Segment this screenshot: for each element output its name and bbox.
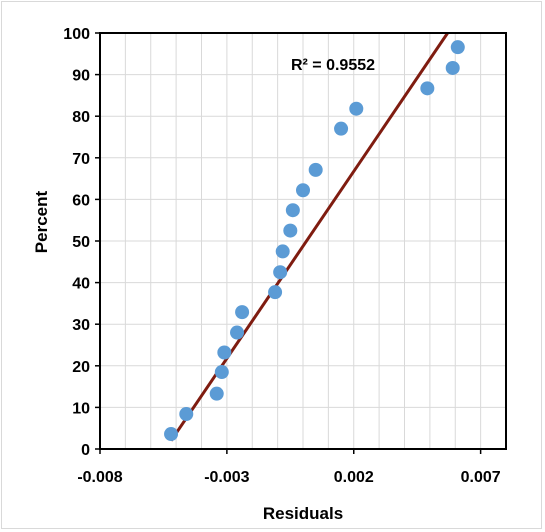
y-tick-label: 80 xyxy=(72,109,90,126)
y-tick-label: 100 xyxy=(63,26,90,43)
trendline xyxy=(169,32,449,442)
x-axis-title: Residuals xyxy=(263,504,343,523)
y-tick-label: 60 xyxy=(72,192,90,209)
y-tick-label: 70 xyxy=(72,151,90,168)
tick-labels-layer: 0 10 20 30 40 50 60 70 80 90 100 -0.008 -0.003 0.002 0… xyxy=(63,26,500,486)
trendline-layer xyxy=(169,32,449,442)
x-tick-label: 0.002 xyxy=(334,469,374,486)
data-point xyxy=(268,285,283,300)
data-point xyxy=(275,244,290,259)
y-axis-title: Percent xyxy=(32,190,51,253)
y-tick-label: 50 xyxy=(72,234,90,251)
data-point xyxy=(235,305,250,320)
x-tick-label: -0.003 xyxy=(204,469,249,486)
data-point xyxy=(334,121,349,136)
data-point xyxy=(217,345,232,360)
data-point xyxy=(164,427,179,442)
data-point xyxy=(445,60,460,75)
data-point xyxy=(179,407,194,422)
data-point xyxy=(273,265,288,280)
data-point xyxy=(296,183,310,198)
y-tick-label: 10 xyxy=(72,400,90,417)
data-point xyxy=(209,386,224,401)
data-point xyxy=(349,101,364,116)
x-tick-label: 0.007 xyxy=(461,469,501,486)
data-point xyxy=(283,223,298,238)
y-tick-label: 90 xyxy=(72,68,90,85)
x-tick-label: -0.008 xyxy=(77,469,122,486)
y-tick-label: 30 xyxy=(72,317,90,334)
y-tick-label: 0 xyxy=(81,442,90,459)
y-tick-label: 40 xyxy=(72,276,90,293)
grid-layer xyxy=(99,32,507,450)
data-point xyxy=(420,81,435,96)
y-tick-label: 20 xyxy=(72,359,90,376)
axes-layer xyxy=(95,32,507,454)
data-point xyxy=(450,40,465,55)
data-point xyxy=(285,203,300,218)
data-point xyxy=(214,365,229,380)
r-squared-annotation: R² = 0.9552 xyxy=(291,57,375,74)
data-point xyxy=(308,162,323,177)
data-points-layer xyxy=(164,40,465,442)
data-point xyxy=(230,325,245,340)
